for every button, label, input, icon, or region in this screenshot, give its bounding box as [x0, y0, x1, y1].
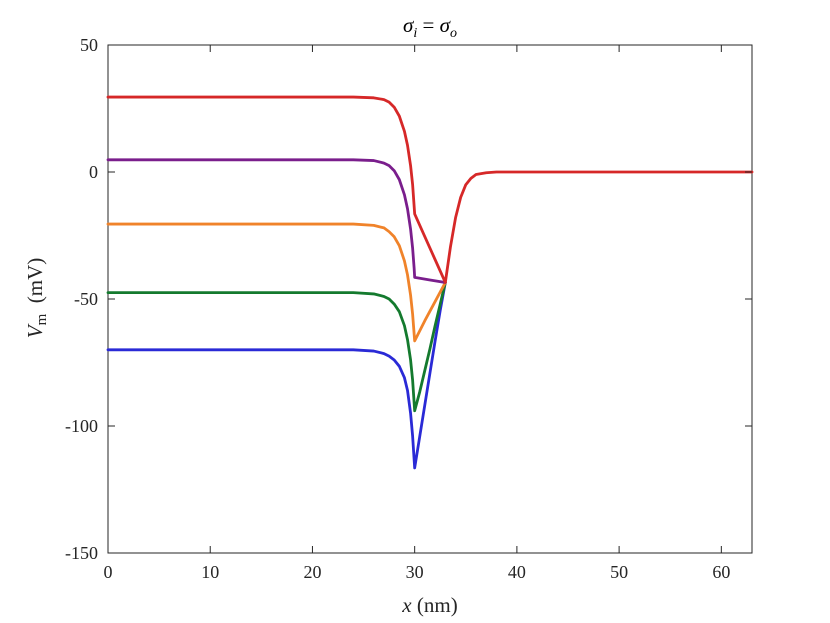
- plot-area: [107, 44, 753, 554]
- x-tick-label: 10: [201, 562, 219, 582]
- x-tick-label: 30: [406, 562, 424, 582]
- series-line-5: [106, 95, 754, 284]
- y-tick-label: 50: [80, 35, 98, 55]
- series-layer: [106, 95, 754, 470]
- series-line-1: [106, 281, 447, 470]
- x-tick-label: 50: [610, 562, 628, 582]
- y-tick-label: 0: [89, 162, 98, 182]
- x-tick-label: 20: [303, 562, 321, 582]
- tick-layer: 0 10 20 30 40 50 60 50 0 -50 -100 -150: [65, 35, 752, 582]
- chart-title: σi = σo: [403, 13, 457, 41]
- series-line-4: [106, 158, 447, 284]
- series-line-2: [106, 281, 447, 413]
- y-tick-label: -150: [65, 543, 98, 563]
- x-axis-title: x (nm): [401, 593, 457, 617]
- x-tick-label: 0: [104, 562, 113, 582]
- x-tick-label: 40: [508, 562, 526, 582]
- x-tick-label: 60: [712, 562, 730, 582]
- plot-frame: [107, 44, 753, 554]
- y-tick-label: -50: [74, 289, 98, 309]
- y-axis-title: Vm (mV): [23, 258, 50, 339]
- series-line-3: [106, 222, 447, 343]
- y-tick-label: -100: [65, 416, 98, 436]
